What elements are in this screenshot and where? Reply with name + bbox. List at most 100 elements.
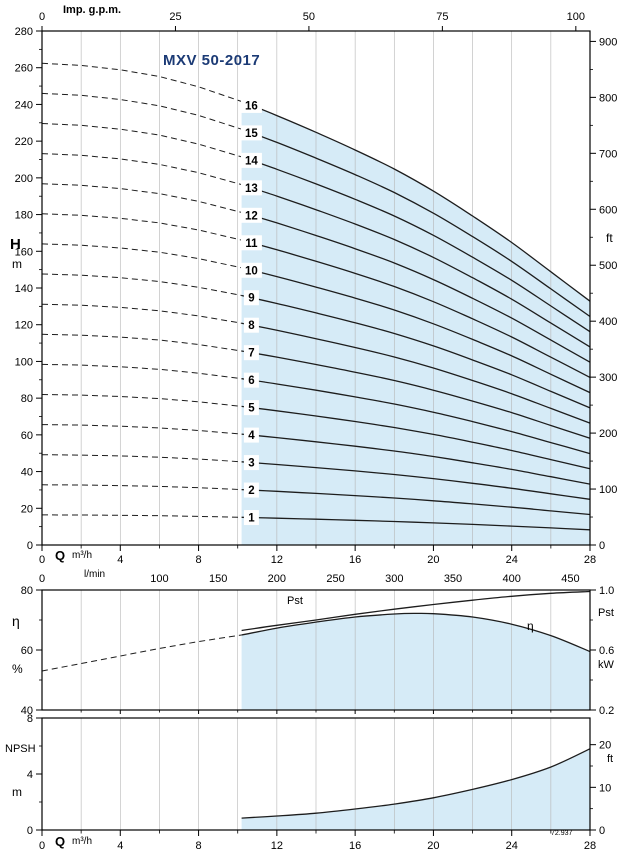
svg-text:12: 12 bbox=[271, 840, 283, 852]
svg-text:0.2: 0.2 bbox=[599, 705, 614, 717]
stage-9-dashed bbox=[41, 273, 242, 296]
svg-text:8: 8 bbox=[196, 840, 202, 852]
stage-14-curve bbox=[241, 156, 591, 333]
svg-text:300: 300 bbox=[599, 372, 617, 384]
axis-head-ft: 0 100 200 300 400 500 600 700 800 900 bbox=[590, 36, 617, 552]
stage-10-dashed bbox=[41, 243, 242, 269]
svg-text:80: 80 bbox=[21, 393, 33, 405]
svg-text:10: 10 bbox=[245, 265, 258, 277]
axis-eta: 40 60 80 bbox=[21, 585, 552, 717]
stage-7-curve bbox=[241, 350, 591, 439]
svg-text:0: 0 bbox=[39, 554, 45, 566]
svg-text:16: 16 bbox=[349, 840, 361, 852]
stage-10-curve bbox=[241, 267, 591, 394]
power-curve-label: Pst bbox=[287, 595, 303, 607]
stage-13-dashed bbox=[41, 153, 242, 186]
svg-text:260: 260 bbox=[15, 63, 33, 75]
stage-13-curve bbox=[241, 183, 591, 348]
stage-6-curve bbox=[241, 378, 591, 455]
svg-text:40: 40 bbox=[21, 467, 33, 479]
svg-text:700: 700 bbox=[599, 148, 617, 160]
svg-text:3: 3 bbox=[248, 458, 254, 470]
npsh-axis-unit-right: ft bbox=[607, 753, 614, 765]
svg-text:12: 12 bbox=[245, 210, 258, 222]
stage-7-dashed bbox=[41, 333, 242, 352]
svg-text:100: 100 bbox=[15, 356, 33, 368]
efficiency-band bbox=[241, 613, 590, 710]
stage-8-curve bbox=[241, 322, 591, 424]
svg-text:15: 15 bbox=[245, 128, 258, 140]
svg-text:0: 0 bbox=[39, 840, 45, 852]
svg-text:200: 200 bbox=[268, 573, 286, 585]
svg-text:250: 250 bbox=[326, 573, 344, 585]
svg-text:9: 9 bbox=[248, 293, 254, 305]
npsh-axis-unit: m bbox=[12, 785, 22, 799]
svg-text:0: 0 bbox=[39, 11, 45, 23]
stage-2-dashed bbox=[41, 484, 242, 491]
stage-5-curve bbox=[241, 405, 591, 470]
stage-14-dashed bbox=[41, 123, 242, 158]
svg-text:5: 5 bbox=[248, 403, 255, 415]
head-axis-unit: m bbox=[12, 257, 22, 271]
stage-1-curve bbox=[241, 516, 591, 531]
svg-text:8: 8 bbox=[196, 554, 202, 566]
svg-text:240: 240 bbox=[15, 99, 33, 111]
svg-text:1: 1 bbox=[248, 513, 255, 525]
efficiency-curve-label: η bbox=[527, 619, 534, 633]
npsh-band bbox=[241, 748, 590, 830]
head-capacity-plot: 1234567891011121314151602040608010012014… bbox=[15, 11, 618, 585]
npsh-axis-label: NPSH bbox=[5, 743, 36, 755]
svg-text:900: 900 bbox=[599, 36, 617, 48]
svg-text:12: 12 bbox=[271, 554, 283, 566]
svg-text:20: 20 bbox=[427, 840, 439, 852]
stage-2-curve bbox=[241, 488, 591, 516]
ft-axis-label-main: ft bbox=[606, 231, 613, 245]
svg-text:24: 24 bbox=[506, 840, 518, 852]
svg-text:50: 50 bbox=[303, 11, 315, 23]
svg-text:0: 0 bbox=[599, 540, 605, 552]
svg-text:0: 0 bbox=[27, 540, 33, 552]
power-axis-unit: kW bbox=[598, 659, 614, 671]
gpm-axis-label: Imp. g.p.m. bbox=[63, 4, 122, 16]
svg-text:28: 28 bbox=[584, 554, 596, 566]
svg-text:25: 25 bbox=[169, 11, 181, 23]
stage-6-dashed bbox=[41, 363, 242, 380]
svg-text:400: 400 bbox=[599, 316, 617, 328]
svg-text:1.0: 1.0 bbox=[599, 585, 614, 597]
operating-range-band bbox=[241, 101, 590, 545]
document-code: 72.937 bbox=[551, 830, 573, 837]
axis-npsh-m: 0 4 8 bbox=[27, 713, 42, 837]
svg-text:600: 600 bbox=[599, 204, 617, 216]
svg-text:280: 280 bbox=[15, 26, 33, 38]
svg-text:16: 16 bbox=[349, 554, 361, 566]
pst-curve bbox=[241, 590, 591, 632]
svg-text:350: 350 bbox=[444, 573, 462, 585]
flow-axis-unit-main: m³/h bbox=[72, 550, 92, 561]
stage-curves bbox=[41, 62, 591, 531]
efficiency-axis-letter: η bbox=[12, 613, 20, 629]
svg-text:450: 450 bbox=[561, 573, 579, 585]
axis-npsh-ft: 0 10 20 bbox=[590, 740, 611, 837]
stage-12-curve bbox=[241, 211, 591, 363]
svg-text:0: 0 bbox=[599, 825, 605, 837]
grid-eff bbox=[80, 590, 552, 710]
stage-3-dashed bbox=[41, 454, 242, 463]
svg-text:150: 150 bbox=[209, 573, 227, 585]
svg-text:0: 0 bbox=[27, 825, 33, 837]
svg-text:120: 120 bbox=[15, 320, 33, 332]
stage-9-curve bbox=[241, 294, 591, 409]
stage-15-dashed bbox=[41, 92, 242, 130]
svg-text:40: 40 bbox=[21, 705, 33, 717]
svg-text:20: 20 bbox=[427, 554, 439, 566]
svg-text:140: 140 bbox=[15, 283, 33, 295]
stage-12-dashed bbox=[41, 183, 242, 213]
flow-axis-unit2-main: l/min bbox=[84, 569, 106, 580]
svg-text:4: 4 bbox=[117, 554, 123, 566]
svg-text:7: 7 bbox=[248, 348, 254, 360]
svg-text:4: 4 bbox=[27, 769, 33, 781]
eta-curve bbox=[241, 612, 591, 653]
svg-text:28: 28 bbox=[584, 840, 596, 852]
flow-axis-unit-bottom: m³/h bbox=[72, 836, 92, 847]
